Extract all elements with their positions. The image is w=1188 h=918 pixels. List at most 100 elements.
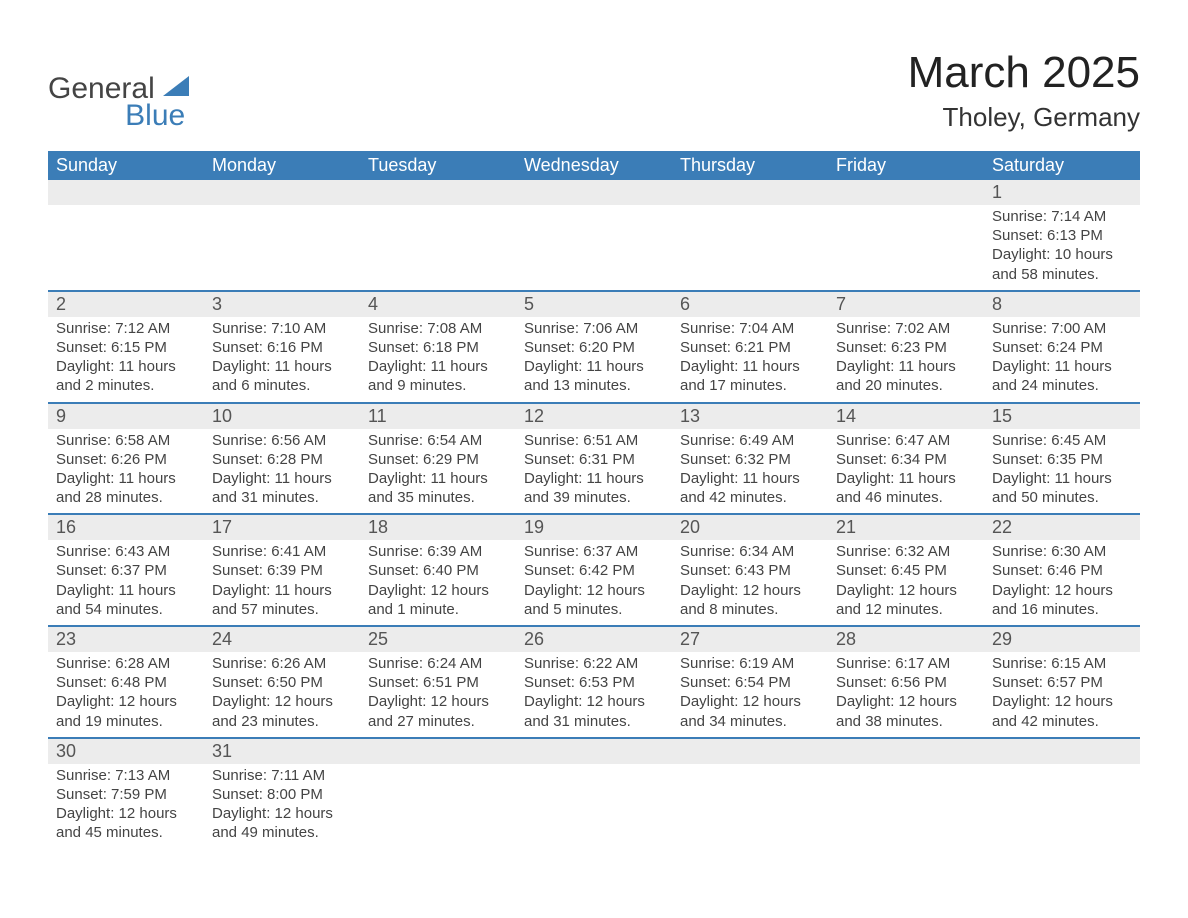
calendar-cell: [672, 180, 828, 291]
day-content: [828, 764, 984, 772]
calendar-cell: [516, 738, 672, 849]
calendar-cell: 23Sunrise: 6:28 AMSunset: 6:48 PMDayligh…: [48, 626, 204, 738]
weekday-header-row: Sunday Monday Tuesday Wednesday Thursday…: [48, 151, 1140, 180]
daylight-line: Daylight: 12 hours and 42 minutes.: [992, 692, 1132, 730]
sunset-line: Sunset: 6:31 PM: [524, 450, 664, 469]
sunset-line: Sunset: 6:32 PM: [680, 450, 820, 469]
day-content: Sunrise: 6:58 AMSunset: 6:26 PMDaylight:…: [48, 429, 204, 514]
daylight-line: Daylight: 11 hours and 6 minutes.: [212, 357, 352, 395]
sunset-line: Sunset: 8:00 PM: [212, 785, 352, 804]
weekday-header: Friday: [828, 151, 984, 180]
daylight-line: Daylight: 12 hours and 49 minutes.: [212, 804, 352, 842]
calendar-cell: [360, 180, 516, 291]
sunrise-line: Sunrise: 6:39 AM: [368, 542, 508, 561]
daylight-line: Daylight: 11 hours and 17 minutes.: [680, 357, 820, 395]
sunset-line: Sunset: 6:40 PM: [368, 561, 508, 580]
sunrise-line: Sunrise: 6:22 AM: [524, 654, 664, 673]
daylight-line: Daylight: 12 hours and 38 minutes.: [836, 692, 976, 730]
day-content: Sunrise: 6:56 AMSunset: 6:28 PMDaylight:…: [204, 429, 360, 514]
calendar-cell: 11Sunrise: 6:54 AMSunset: 6:29 PMDayligh…: [360, 403, 516, 515]
weekday-header: Tuesday: [360, 151, 516, 180]
sunrise-line: Sunrise: 6:34 AM: [680, 542, 820, 561]
day-number: [672, 739, 828, 764]
day-content: Sunrise: 6:24 AMSunset: 6:51 PMDaylight:…: [360, 652, 516, 737]
calendar-cell: 21Sunrise: 6:32 AMSunset: 6:45 PMDayligh…: [828, 514, 984, 626]
day-number: 31: [204, 739, 360, 764]
calendar-cell: [48, 180, 204, 291]
day-number: 26: [516, 627, 672, 652]
day-content: Sunrise: 7:04 AMSunset: 6:21 PMDaylight:…: [672, 317, 828, 402]
day-number: [672, 180, 828, 205]
sunrise-line: Sunrise: 6:17 AM: [836, 654, 976, 673]
calendar-cell: 28Sunrise: 6:17 AMSunset: 6:56 PMDayligh…: [828, 626, 984, 738]
sunset-line: Sunset: 6:45 PM: [836, 561, 976, 580]
day-content: Sunrise: 7:02 AMSunset: 6:23 PMDaylight:…: [828, 317, 984, 402]
daylight-line: Daylight: 11 hours and 20 minutes.: [836, 357, 976, 395]
sunset-line: Sunset: 6:46 PM: [992, 561, 1132, 580]
day-content: Sunrise: 6:47 AMSunset: 6:34 PMDaylight:…: [828, 429, 984, 514]
day-number: [828, 180, 984, 205]
sunset-line: Sunset: 7:59 PM: [56, 785, 196, 804]
sunrise-line: Sunrise: 6:28 AM: [56, 654, 196, 673]
day-content: Sunrise: 6:15 AMSunset: 6:57 PMDaylight:…: [984, 652, 1140, 737]
calendar-cell: [828, 180, 984, 291]
daylight-line: Daylight: 11 hours and 9 minutes.: [368, 357, 508, 395]
day-content: Sunrise: 6:54 AMSunset: 6:29 PMDaylight:…: [360, 429, 516, 514]
day-number: 24: [204, 627, 360, 652]
day-number: 17: [204, 515, 360, 540]
sunset-line: Sunset: 6:50 PM: [212, 673, 352, 692]
day-content: [48, 205, 204, 213]
day-number: [360, 739, 516, 764]
calendar-cell: 22Sunrise: 6:30 AMSunset: 6:46 PMDayligh…: [984, 514, 1140, 626]
daylight-line: Daylight: 11 hours and 28 minutes.: [56, 469, 196, 507]
sunset-line: Sunset: 6:29 PM: [368, 450, 508, 469]
day-content: Sunrise: 6:37 AMSunset: 6:42 PMDaylight:…: [516, 540, 672, 625]
daylight-line: Daylight: 10 hours and 58 minutes.: [992, 245, 1132, 283]
day-content: Sunrise: 7:12 AMSunset: 6:15 PMDaylight:…: [48, 317, 204, 402]
day-number: 30: [48, 739, 204, 764]
calendar-cell: [516, 180, 672, 291]
day-number: 12: [516, 404, 672, 429]
sunrise-line: Sunrise: 6:26 AM: [212, 654, 352, 673]
day-number: [360, 180, 516, 205]
sunrise-line: Sunrise: 6:45 AM: [992, 431, 1132, 450]
day-number: 28: [828, 627, 984, 652]
calendar-table: Sunday Monday Tuesday Wednesday Thursday…: [48, 151, 1140, 849]
calendar-cell: [360, 738, 516, 849]
day-number: [984, 739, 1140, 764]
sunrise-line: Sunrise: 7:04 AM: [680, 319, 820, 338]
sunrise-line: Sunrise: 7:06 AM: [524, 319, 664, 338]
sunrise-line: Sunrise: 6:51 AM: [524, 431, 664, 450]
calendar-cell: 2Sunrise: 7:12 AMSunset: 6:15 PMDaylight…: [48, 291, 204, 403]
day-content: Sunrise: 6:49 AMSunset: 6:32 PMDaylight:…: [672, 429, 828, 514]
day-number: 7: [828, 292, 984, 317]
calendar-cell: 20Sunrise: 6:34 AMSunset: 6:43 PMDayligh…: [672, 514, 828, 626]
calendar-cell: 9Sunrise: 6:58 AMSunset: 6:26 PMDaylight…: [48, 403, 204, 515]
day-number: 16: [48, 515, 204, 540]
sunrise-line: Sunrise: 7:00 AM: [992, 319, 1132, 338]
day-content: Sunrise: 6:43 AMSunset: 6:37 PMDaylight:…: [48, 540, 204, 625]
day-content: [984, 764, 1140, 772]
daylight-line: Daylight: 12 hours and 45 minutes.: [56, 804, 196, 842]
day-number: 6: [672, 292, 828, 317]
day-content: [828, 205, 984, 213]
daylight-line: Daylight: 11 hours and 57 minutes.: [212, 581, 352, 619]
day-number: [204, 180, 360, 205]
month-title: March 2025: [908, 48, 1140, 98]
day-number: 15: [984, 404, 1140, 429]
weekday-header: Sunday: [48, 151, 204, 180]
daylight-line: Daylight: 12 hours and 23 minutes.: [212, 692, 352, 730]
day-content: Sunrise: 7:08 AMSunset: 6:18 PMDaylight:…: [360, 317, 516, 402]
calendar-cell: 16Sunrise: 6:43 AMSunset: 6:37 PMDayligh…: [48, 514, 204, 626]
daylight-line: Daylight: 12 hours and 1 minute.: [368, 581, 508, 619]
sunrise-line: Sunrise: 7:14 AM: [992, 207, 1132, 226]
sunset-line: Sunset: 6:20 PM: [524, 338, 664, 357]
sunrise-line: Sunrise: 6:30 AM: [992, 542, 1132, 561]
calendar-cell: 27Sunrise: 6:19 AMSunset: 6:54 PMDayligh…: [672, 626, 828, 738]
calendar-cell: [828, 738, 984, 849]
day-content: Sunrise: 6:30 AMSunset: 6:46 PMDaylight:…: [984, 540, 1140, 625]
day-number: [48, 180, 204, 205]
sunset-line: Sunset: 6:16 PM: [212, 338, 352, 357]
calendar-cell: [204, 180, 360, 291]
sunset-line: Sunset: 6:39 PM: [212, 561, 352, 580]
